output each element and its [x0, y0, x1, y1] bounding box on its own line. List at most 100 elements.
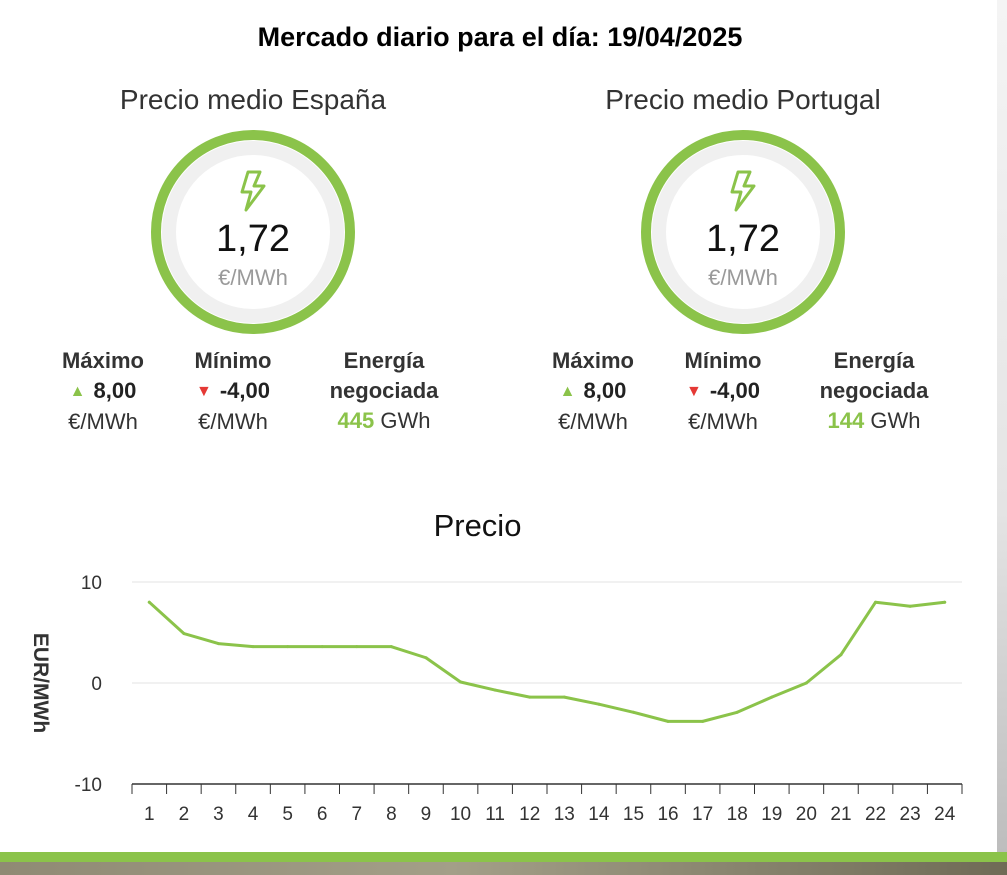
data-point — [389, 645, 393, 649]
portugal-price-value: 1,72 — [706, 218, 780, 260]
data-point — [459, 680, 463, 684]
energy-label-1: Energía — [343, 348, 425, 373]
x-tick-label: 24 — [934, 804, 956, 825]
portugal-panel: Precio medio Portugal 1,72 €/MWh Máximo … — [528, 84, 958, 456]
x-tick-label: 23 — [900, 804, 921, 825]
energy-label-2: negociada — [329, 378, 439, 403]
data-point — [908, 604, 912, 608]
energy-value-row: 445 GWh — [300, 406, 468, 436]
x-tick-label: 11 — [485, 804, 505, 825]
chart-title: Precio — [433, 508, 522, 543]
lightning-icon — [730, 170, 756, 212]
x-tick-label: 13 — [554, 804, 575, 825]
data-point — [147, 600, 151, 604]
energy-value: 144 — [827, 408, 865, 433]
energy-label-2: negociada — [819, 378, 929, 403]
portugal-title: Precio medio Portugal — [605, 84, 881, 115]
x-tick-label: 5 — [282, 804, 293, 825]
page-title: Mercado diario para el día: 19/04/2025 — [257, 22, 743, 52]
x-tick-label: 22 — [865, 804, 886, 825]
data-point — [666, 719, 670, 723]
x-tick-label: 7 — [352, 804, 363, 825]
gauge-ring — [151, 130, 355, 334]
triangle-down-icon: ▼ — [686, 383, 702, 400]
x-tick-label: 16 — [657, 804, 678, 825]
x-tick-label: 1 — [144, 804, 155, 825]
data-point — [424, 656, 428, 660]
portugal-energy: Energía negociada 144 GWh — [790, 346, 958, 436]
spain-panel: Precio medio España 1,72 €/MWh Máximo ▲ 8… — [38, 84, 468, 456]
min-label: Mínimo — [194, 348, 272, 373]
y-tick-label: 0 — [91, 674, 102, 695]
series-line — [147, 600, 947, 723]
max-label: Máximo — [62, 348, 144, 373]
data-point — [286, 645, 290, 649]
x-tick-label: 3 — [213, 804, 224, 825]
data-point — [251, 645, 255, 649]
portugal-price-unit: €/MWh — [708, 265, 778, 290]
spain-min: Mínimo ▼ -4,00 €/MWh — [168, 346, 298, 437]
triangle-up-icon: ▲ — [559, 383, 576, 400]
x-tick-label: 6 — [317, 804, 328, 825]
min-value: -4,00 — [219, 378, 270, 403]
window-edge — [997, 0, 1007, 852]
spain-price-gauge: 1,72 €/MWh — [151, 130, 355, 334]
max-unit: €/MWh — [68, 409, 138, 434]
energy-unit: GWh — [380, 408, 431, 433]
energy-value-row: 144 GWh — [790, 406, 958, 436]
data-point — [597, 702, 601, 706]
x-tick-label: 19 — [761, 804, 782, 825]
energy-unit: GWh — [870, 408, 921, 433]
min-value-row: ▼ -4,00 — [658, 376, 788, 407]
x-tick-label: 20 — [796, 804, 817, 825]
data-point — [735, 710, 739, 714]
data-point — [562, 695, 566, 699]
triangle-down-icon: ▼ — [196, 383, 212, 400]
max-unit: €/MWh — [558, 409, 628, 434]
portugal-stats: Máximo ▲ 8,00 €/MWh Mínimo ▼ -4,00 €/MWh E… — [528, 346, 958, 456]
y-tick-label: -10 — [75, 775, 102, 796]
spain-price-value: 1,72 — [216, 218, 290, 260]
x-tick-label: 9 — [421, 804, 432, 825]
min-value: -4,00 — [709, 378, 760, 403]
data-point — [770, 695, 774, 699]
max-value: 8,00 — [583, 378, 627, 403]
spain-stats: Máximo ▲ 8,00 €/MWh Mínimo ▼ -4,00 €/MWh E… — [38, 346, 468, 456]
data-point — [216, 642, 220, 646]
spain-max: Máximo ▲ 8,00 €/MWh — [38, 346, 168, 437]
portugal-max: Máximo ▲ 8,00 €/MWh — [528, 346, 658, 437]
min-label: Mínimo — [684, 348, 762, 373]
gauge-ring — [641, 130, 845, 334]
portugal-price-gauge: 1,72 €/MWh — [641, 130, 845, 334]
x-tick-label: 21 — [830, 804, 851, 825]
data-point — [320, 645, 324, 649]
x-tick-label: 10 — [450, 804, 471, 825]
max-label: Máximo — [552, 348, 634, 373]
x-tick-label: 15 — [623, 804, 644, 825]
triangle-up-icon: ▲ — [69, 383, 86, 400]
x-tick-label: 8 — [386, 804, 397, 825]
y-tick-label: 10 — [81, 573, 102, 594]
max-value-row: ▲ 8,00 — [528, 376, 658, 407]
min-value-row: ▼ -4,00 — [168, 376, 298, 407]
x-tick-label: 14 — [588, 804, 610, 825]
max-value-row: ▲ 8,00 — [38, 376, 168, 407]
data-point — [493, 688, 497, 692]
data-point — [943, 600, 947, 604]
energy-value: 445 — [337, 408, 375, 433]
spain-title: Precio medio España — [119, 84, 387, 115]
portugal-min: Mínimo ▼ -4,00 €/MWh — [658, 346, 788, 437]
min-unit: €/MWh — [688, 409, 758, 434]
x-tick-label: 4 — [248, 804, 259, 825]
energy-label-1: Energía — [833, 348, 915, 373]
y-axis-label: EUR/MWh — [29, 633, 52, 733]
data-point — [701, 719, 705, 723]
data-point — [631, 710, 635, 714]
data-point — [874, 600, 878, 604]
x-tick-label: 2 — [179, 804, 190, 825]
lightning-icon — [240, 170, 266, 212]
max-value: 8,00 — [93, 378, 137, 403]
x-tick-label: 18 — [727, 804, 748, 825]
data-point — [804, 681, 808, 685]
